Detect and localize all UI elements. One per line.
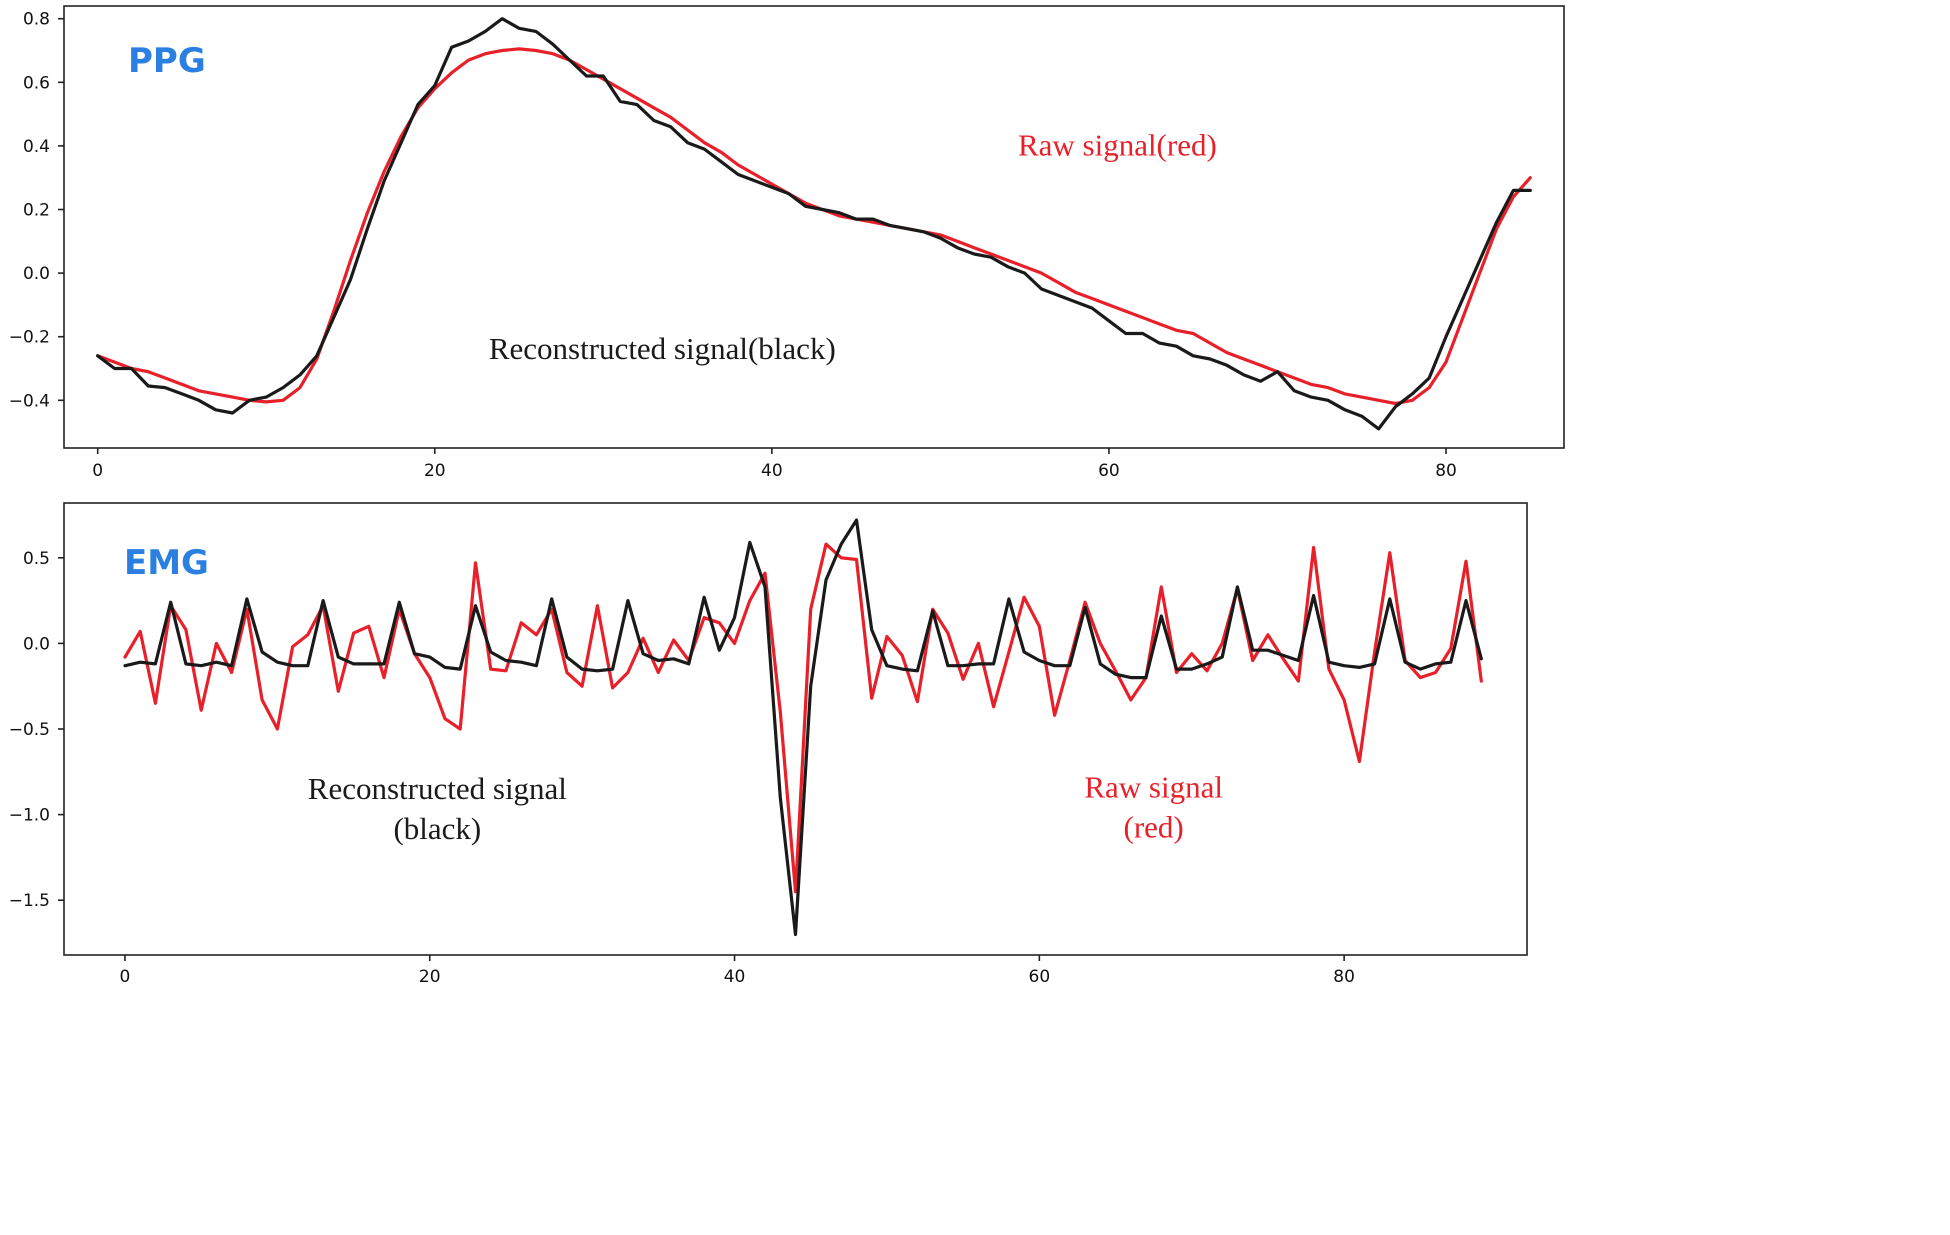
- emg-panel-title: EMG: [124, 543, 209, 583]
- emg-x-tick-label: 60: [1029, 967, 1051, 987]
- emg-y-tick-label: −1.5: [9, 891, 50, 911]
- ppg-panel-title: PPG: [128, 41, 206, 81]
- ppg-x-tick-label: 20: [424, 461, 446, 481]
- emg-annotation-reconstructed: (black): [393, 811, 481, 846]
- ppg-reconstructed-signal-line: [96, 17, 1532, 431]
- ppg-chart: −0.4 −0.2 0.0 0.2 0.4 0.6 0.8 0 20 40 60 80 PPG Raw s…: [9, 5, 1565, 481]
- ppg-y-tick-label: 0.8: [23, 10, 50, 30]
- emg-y-tick-label: 0.0: [23, 634, 50, 654]
- emg-x-tick-label: 40: [724, 967, 746, 987]
- emg-annotation-raw: (red): [1124, 809, 1184, 844]
- emg-annotation-raw: Raw signal: [1084, 769, 1223, 804]
- emg-raw-signal-line: [123, 542, 1483, 894]
- ppg-y-tick-label: −0.2: [9, 328, 50, 348]
- ppg-y-tick-label: 0.6: [23, 73, 50, 93]
- emg-x-tick-label: 20: [419, 967, 441, 987]
- emg-chart: −1.5 −1.0 −0.5 0.0 0.5 0 20 40 60 80 EMG Reconstruc…: [9, 502, 1528, 987]
- ppg-y-tick-label: 0.0: [23, 264, 50, 284]
- emg-x-tick-label: 80: [1333, 967, 1355, 987]
- emg-annotation-reconstructed: Reconstructed signal: [308, 771, 567, 806]
- ppg-x-tick-label: 0: [92, 461, 103, 481]
- ppg-plot-frame: [63, 5, 1565, 449]
- emg-x-tick-label: 0: [120, 967, 131, 987]
- emg-y-tick-label: −0.5: [9, 720, 50, 740]
- ppg-y-tick-label: 0.2: [23, 201, 50, 221]
- ppg-y-tick-label: −0.4: [9, 391, 50, 411]
- ppg-x-tick-label: 60: [1098, 461, 1120, 481]
- emg-reconstructed-signal-line: [123, 518, 1483, 937]
- ppg-x-tick-label: 80: [1435, 461, 1457, 481]
- emg-y-tick-label: 0.5: [23, 549, 50, 569]
- emg-y-tick-label: −1.0: [9, 806, 50, 826]
- ppg-y-tick-label: 0.4: [23, 137, 50, 157]
- ppg-x-tick-label: 40: [761, 461, 783, 481]
- ppg-annotation-raw: Raw signal(red): [1018, 127, 1217, 162]
- ppg-annotation-reconstructed: Reconstructed signal(black): [489, 331, 836, 366]
